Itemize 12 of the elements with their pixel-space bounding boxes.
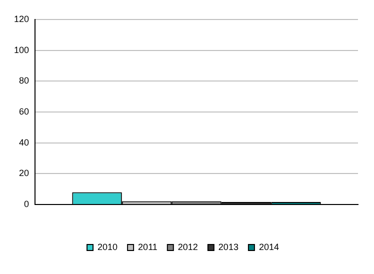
legend-label: 2010 bbox=[98, 242, 118, 252]
y-tick-label: 0 bbox=[24, 199, 30, 210]
y-tick-label: 80 bbox=[19, 76, 30, 86]
legend-label: 2014 bbox=[258, 242, 279, 252]
legend-label: 2011 bbox=[138, 242, 158, 252]
legend-label: 2012 bbox=[178, 242, 198, 252]
y-tick-label: 60 bbox=[19, 106, 30, 116]
y-tick-label: 100 bbox=[14, 44, 30, 55]
legend-label: 2013 bbox=[218, 242, 238, 252]
y-tick-label: 20 bbox=[19, 168, 30, 178]
y-tick-label: 120 bbox=[14, 14, 30, 24]
y-tick-label: 40 bbox=[19, 137, 30, 148]
